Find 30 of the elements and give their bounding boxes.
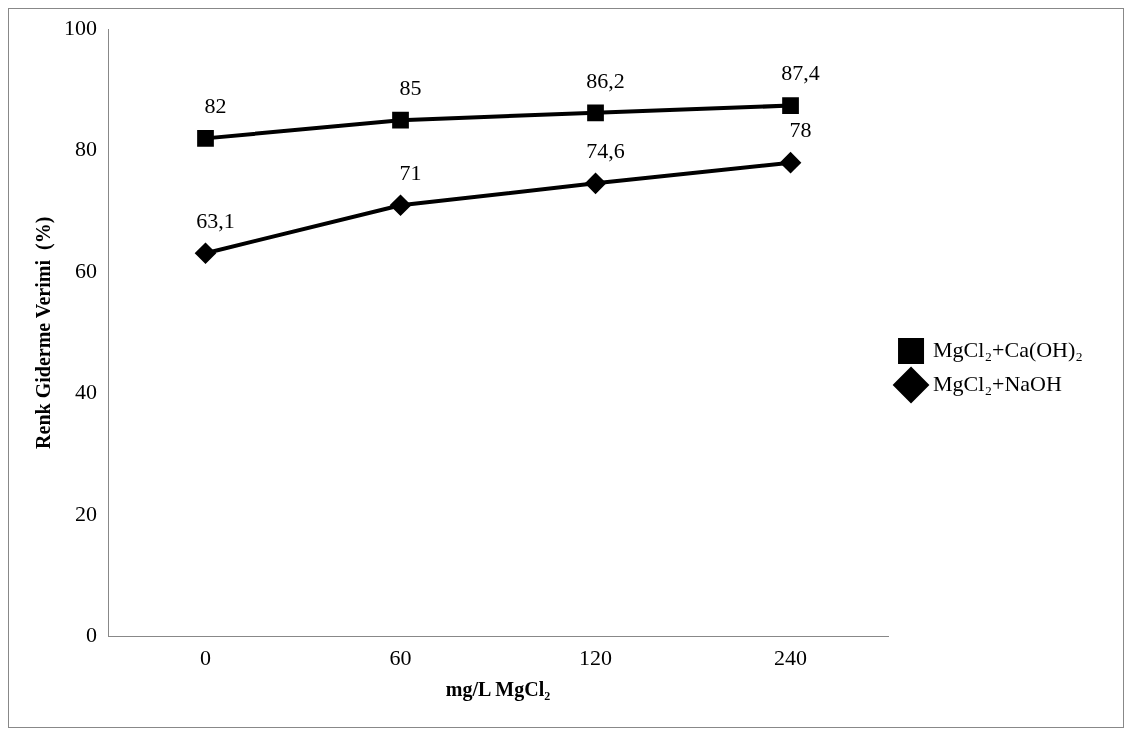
y-tick-label: 40 — [75, 379, 97, 405]
x-tick-label: 120 — [579, 644, 613, 670]
data-label: 78 — [789, 117, 812, 143]
point — [585, 173, 606, 194]
x-tick-label: 240 — [774, 644, 808, 670]
data-label: 71 — [399, 159, 422, 185]
data-label: 85 — [399, 74, 422, 100]
data-label: 87,4 — [781, 60, 820, 86]
data-label: 63,1 — [196, 207, 235, 233]
point — [195, 243, 216, 264]
point — [392, 111, 409, 129]
data-label: 86,2 — [586, 67, 625, 93]
point — [390, 195, 411, 216]
point — [782, 97, 799, 114]
legend-label: MgCl₂+Ca(OH)₂ — [933, 336, 1084, 362]
data-label: 82 — [204, 93, 227, 119]
legend-label: MgCl₂+NaOH — [933, 370, 1062, 396]
x-axis-title: mg/L MgCl₂ — [445, 678, 551, 702]
data-label: 74,6 — [586, 138, 625, 164]
y-tick-label: 0 — [86, 622, 97, 648]
x-tick-label: 60 — [389, 644, 412, 670]
point — [587, 104, 604, 122]
y-tick-label: 100 — [64, 14, 97, 40]
x-tick-label: 0 — [200, 644, 211, 670]
y-tick-label: 20 — [75, 500, 97, 526]
point — [780, 152, 801, 173]
y-tick-label: 80 — [75, 136, 97, 162]
y-axis-title: Renk Giderme Verimi (%) — [32, 216, 56, 449]
point — [197, 130, 214, 147]
y-tick-label: 60 — [75, 257, 97, 283]
